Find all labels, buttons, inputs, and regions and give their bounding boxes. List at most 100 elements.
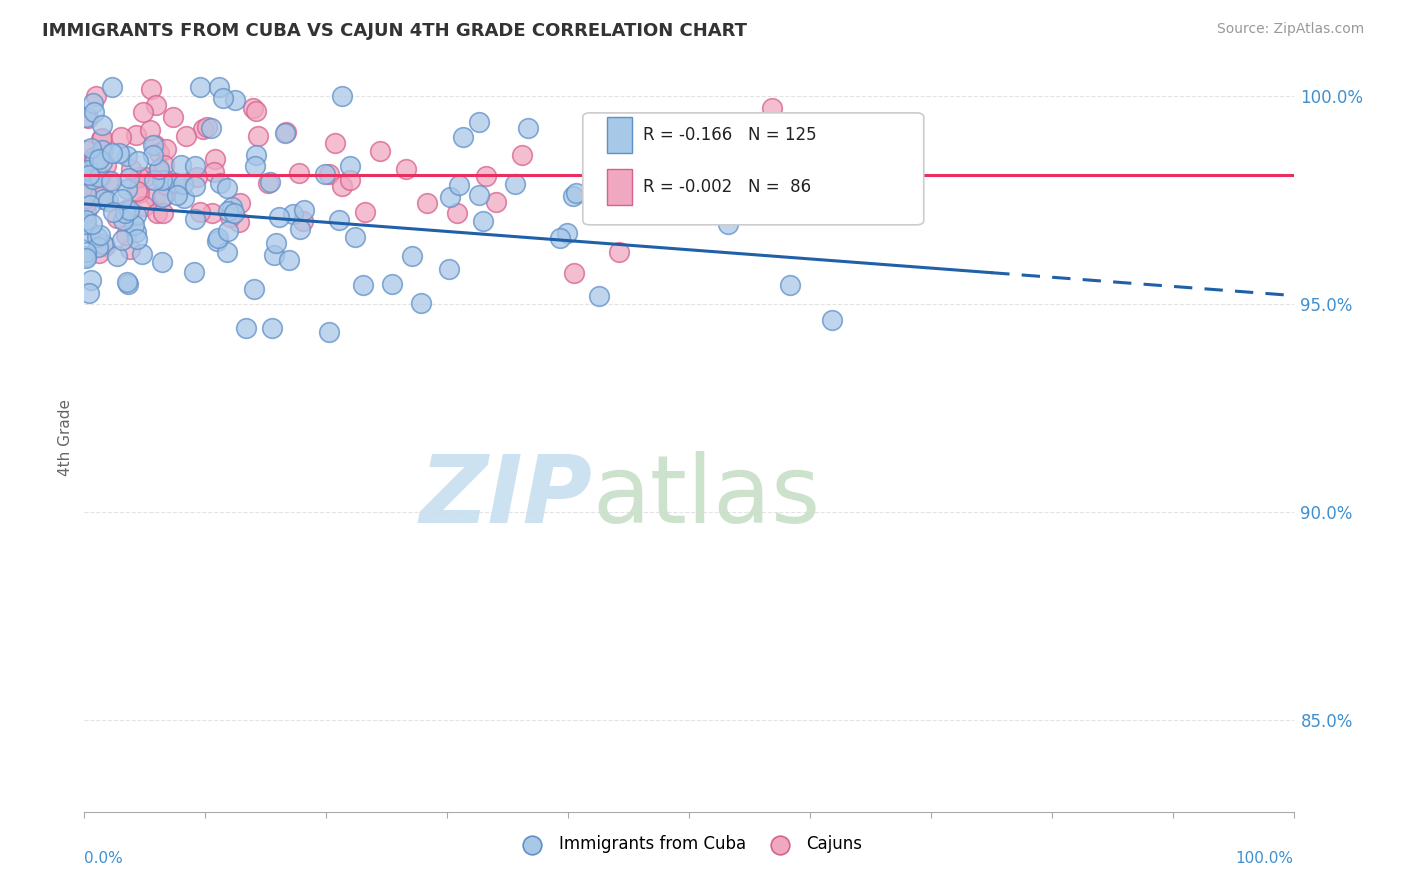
Point — [184, 159, 207, 173]
Point — [607, 244, 630, 259]
Point — [107, 250, 129, 264]
Point — [131, 247, 153, 261]
Point — [188, 205, 211, 219]
Point — [128, 169, 150, 184]
Point — [128, 186, 150, 200]
Point — [110, 129, 132, 144]
Point — [146, 164, 169, 178]
Point — [890, 136, 912, 150]
Point — [142, 147, 165, 161]
Point — [184, 178, 207, 193]
Point — [468, 115, 491, 129]
Point — [115, 182, 138, 196]
Point — [562, 266, 585, 280]
Point — [330, 89, 353, 103]
Point — [82, 172, 104, 186]
Point — [446, 206, 468, 220]
Point — [131, 105, 153, 120]
Point — [75, 111, 97, 125]
Point — [114, 206, 136, 220]
Point — [565, 186, 588, 200]
Point — [152, 206, 174, 220]
Point — [259, 175, 281, 189]
Point — [75, 186, 97, 201]
Point — [186, 170, 208, 185]
Point — [87, 170, 110, 185]
Point — [150, 190, 173, 204]
Point — [122, 218, 145, 232]
Point — [94, 239, 117, 253]
Point — [97, 194, 120, 208]
Point — [281, 207, 304, 221]
Point — [75, 251, 97, 265]
Point — [101, 146, 124, 161]
Point — [235, 320, 257, 334]
Point — [75, 170, 97, 185]
Point — [118, 171, 141, 186]
Point — [242, 101, 264, 115]
Point — [93, 192, 115, 206]
Point — [224, 93, 246, 107]
Point — [127, 231, 149, 245]
Point — [148, 162, 170, 177]
Point — [150, 255, 173, 269]
Point — [449, 178, 471, 192]
Point — [82, 96, 104, 111]
Point — [148, 145, 170, 160]
Point — [548, 230, 571, 244]
Point — [453, 130, 475, 145]
Point — [555, 226, 578, 240]
Point — [162, 110, 184, 124]
Point — [86, 230, 108, 244]
Point — [84, 88, 107, 103]
Point — [202, 165, 225, 179]
Point — [229, 195, 252, 210]
Point — [173, 191, 195, 205]
Point — [243, 159, 266, 173]
Point — [583, 185, 606, 199]
Point — [120, 162, 142, 177]
Point — [115, 275, 138, 289]
Point — [381, 277, 404, 292]
Point — [90, 130, 112, 145]
Point — [75, 245, 97, 260]
Point — [90, 131, 112, 145]
Point — [75, 186, 97, 200]
Point — [141, 81, 163, 95]
Point — [143, 190, 166, 204]
Point — [246, 129, 269, 144]
Point — [111, 233, 134, 247]
Point — [318, 167, 340, 181]
Text: Source: ZipAtlas.com: Source: ZipAtlas.com — [1216, 22, 1364, 37]
Point — [77, 111, 100, 125]
Point — [139, 123, 162, 137]
Point — [264, 236, 287, 251]
Point — [704, 166, 727, 180]
Point — [195, 120, 218, 135]
Point — [75, 205, 97, 219]
Point — [117, 277, 139, 292]
Point — [274, 125, 297, 139]
Point — [115, 227, 138, 242]
Point — [257, 177, 280, 191]
Point — [141, 137, 163, 152]
Point — [80, 164, 103, 178]
Point — [75, 144, 97, 158]
Point — [75, 191, 97, 205]
Point — [245, 104, 267, 119]
Text: ZIP: ZIP — [419, 451, 592, 543]
Point — [330, 178, 353, 193]
Point — [485, 194, 508, 209]
Point — [101, 204, 124, 219]
Point — [80, 273, 103, 287]
Point — [153, 189, 176, 203]
Point — [170, 158, 193, 172]
Point — [77, 168, 100, 182]
Point — [821, 312, 844, 326]
Point — [325, 136, 347, 151]
Point — [761, 101, 783, 115]
Point — [152, 158, 174, 172]
Point — [89, 187, 111, 202]
Point — [146, 205, 169, 219]
Text: atlas: atlas — [592, 451, 821, 543]
